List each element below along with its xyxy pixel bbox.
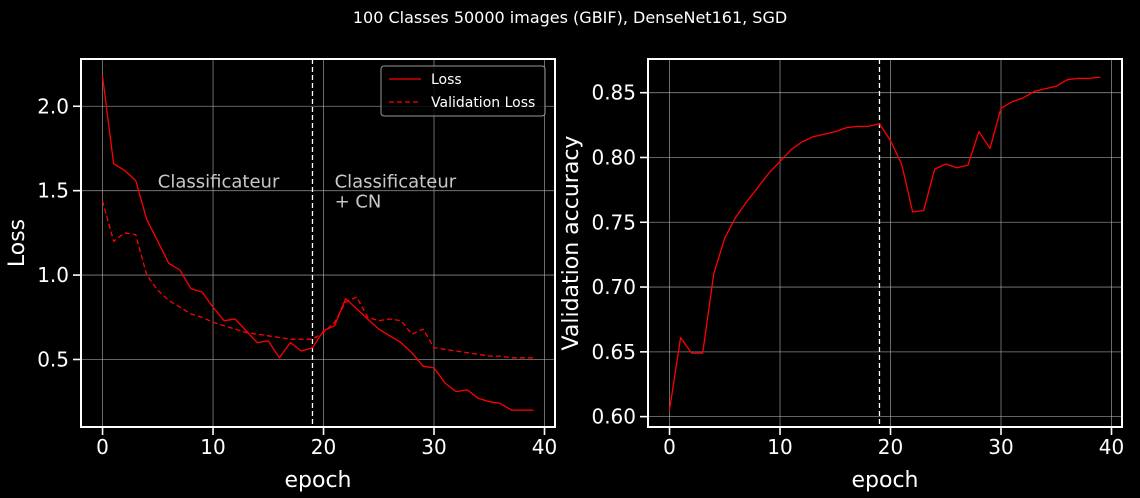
- x-tick-label: 0: [663, 435, 676, 459]
- legend-box: [380, 65, 546, 117]
- x-tick-label: 20: [878, 435, 903, 459]
- y-tick-label: 0.65: [591, 340, 636, 364]
- y-tick-label: 0.70: [591, 275, 636, 299]
- phase-annotation: Classificateur: [335, 171, 457, 192]
- y-tick-label: 0.80: [591, 145, 636, 169]
- y-tick-label: 0.85: [591, 81, 636, 105]
- legend-label: Loss: [431, 72, 462, 88]
- y-tick-label: 2.0: [37, 94, 69, 118]
- figure-title: 100 Classes 50000 images (GBIF), DenseNe…: [353, 8, 787, 27]
- phase-annotation: Classificateur: [158, 171, 280, 192]
- validation-loss-line: [101, 200, 534, 359]
- x-tick-label: 10: [200, 435, 225, 459]
- x-tick-label: 40: [532, 435, 557, 459]
- y-tick-label: 0.75: [591, 210, 636, 234]
- y-axis-label: Validation accuracy: [559, 136, 584, 351]
- x-tick-label: 40: [1099, 435, 1124, 459]
- x-tick-label: 20: [311, 435, 336, 459]
- phase-annotation: + CN: [335, 192, 382, 213]
- y-axis-label: Loss: [5, 219, 30, 267]
- y-tick-label: 0.5: [37, 347, 69, 371]
- x-axis-label: epoch: [285, 468, 352, 493]
- x-axis-label: epoch: [852, 468, 919, 493]
- x-tick-label: 10: [767, 435, 792, 459]
- x-tick-label: 0: [96, 435, 109, 459]
- validation-accuracy-line: [668, 76, 1101, 411]
- y-tick-label: 0.60: [591, 405, 636, 429]
- axes-frame: [80, 58, 556, 428]
- legend-label: Validation Loss: [431, 95, 535, 111]
- axes-frame: [647, 58, 1123, 428]
- y-tick-label: 1.5: [37, 179, 69, 203]
- x-tick-label: 30: [988, 435, 1013, 459]
- loss-line: [101, 75, 534, 411]
- y-tick-label: 1.0: [37, 263, 69, 287]
- loss-chart: 0 10 20 30 40 0.5 1.0 1.5 2.0 epoch Loss Classifica…: [5, 58, 557, 493]
- validation-accuracy-chart: 0 10 20 30 40 0.60 0.65 0.70 0.75 0.80 0.85 epoch Va…: [559, 58, 1124, 493]
- x-tick-label: 30: [421, 435, 446, 459]
